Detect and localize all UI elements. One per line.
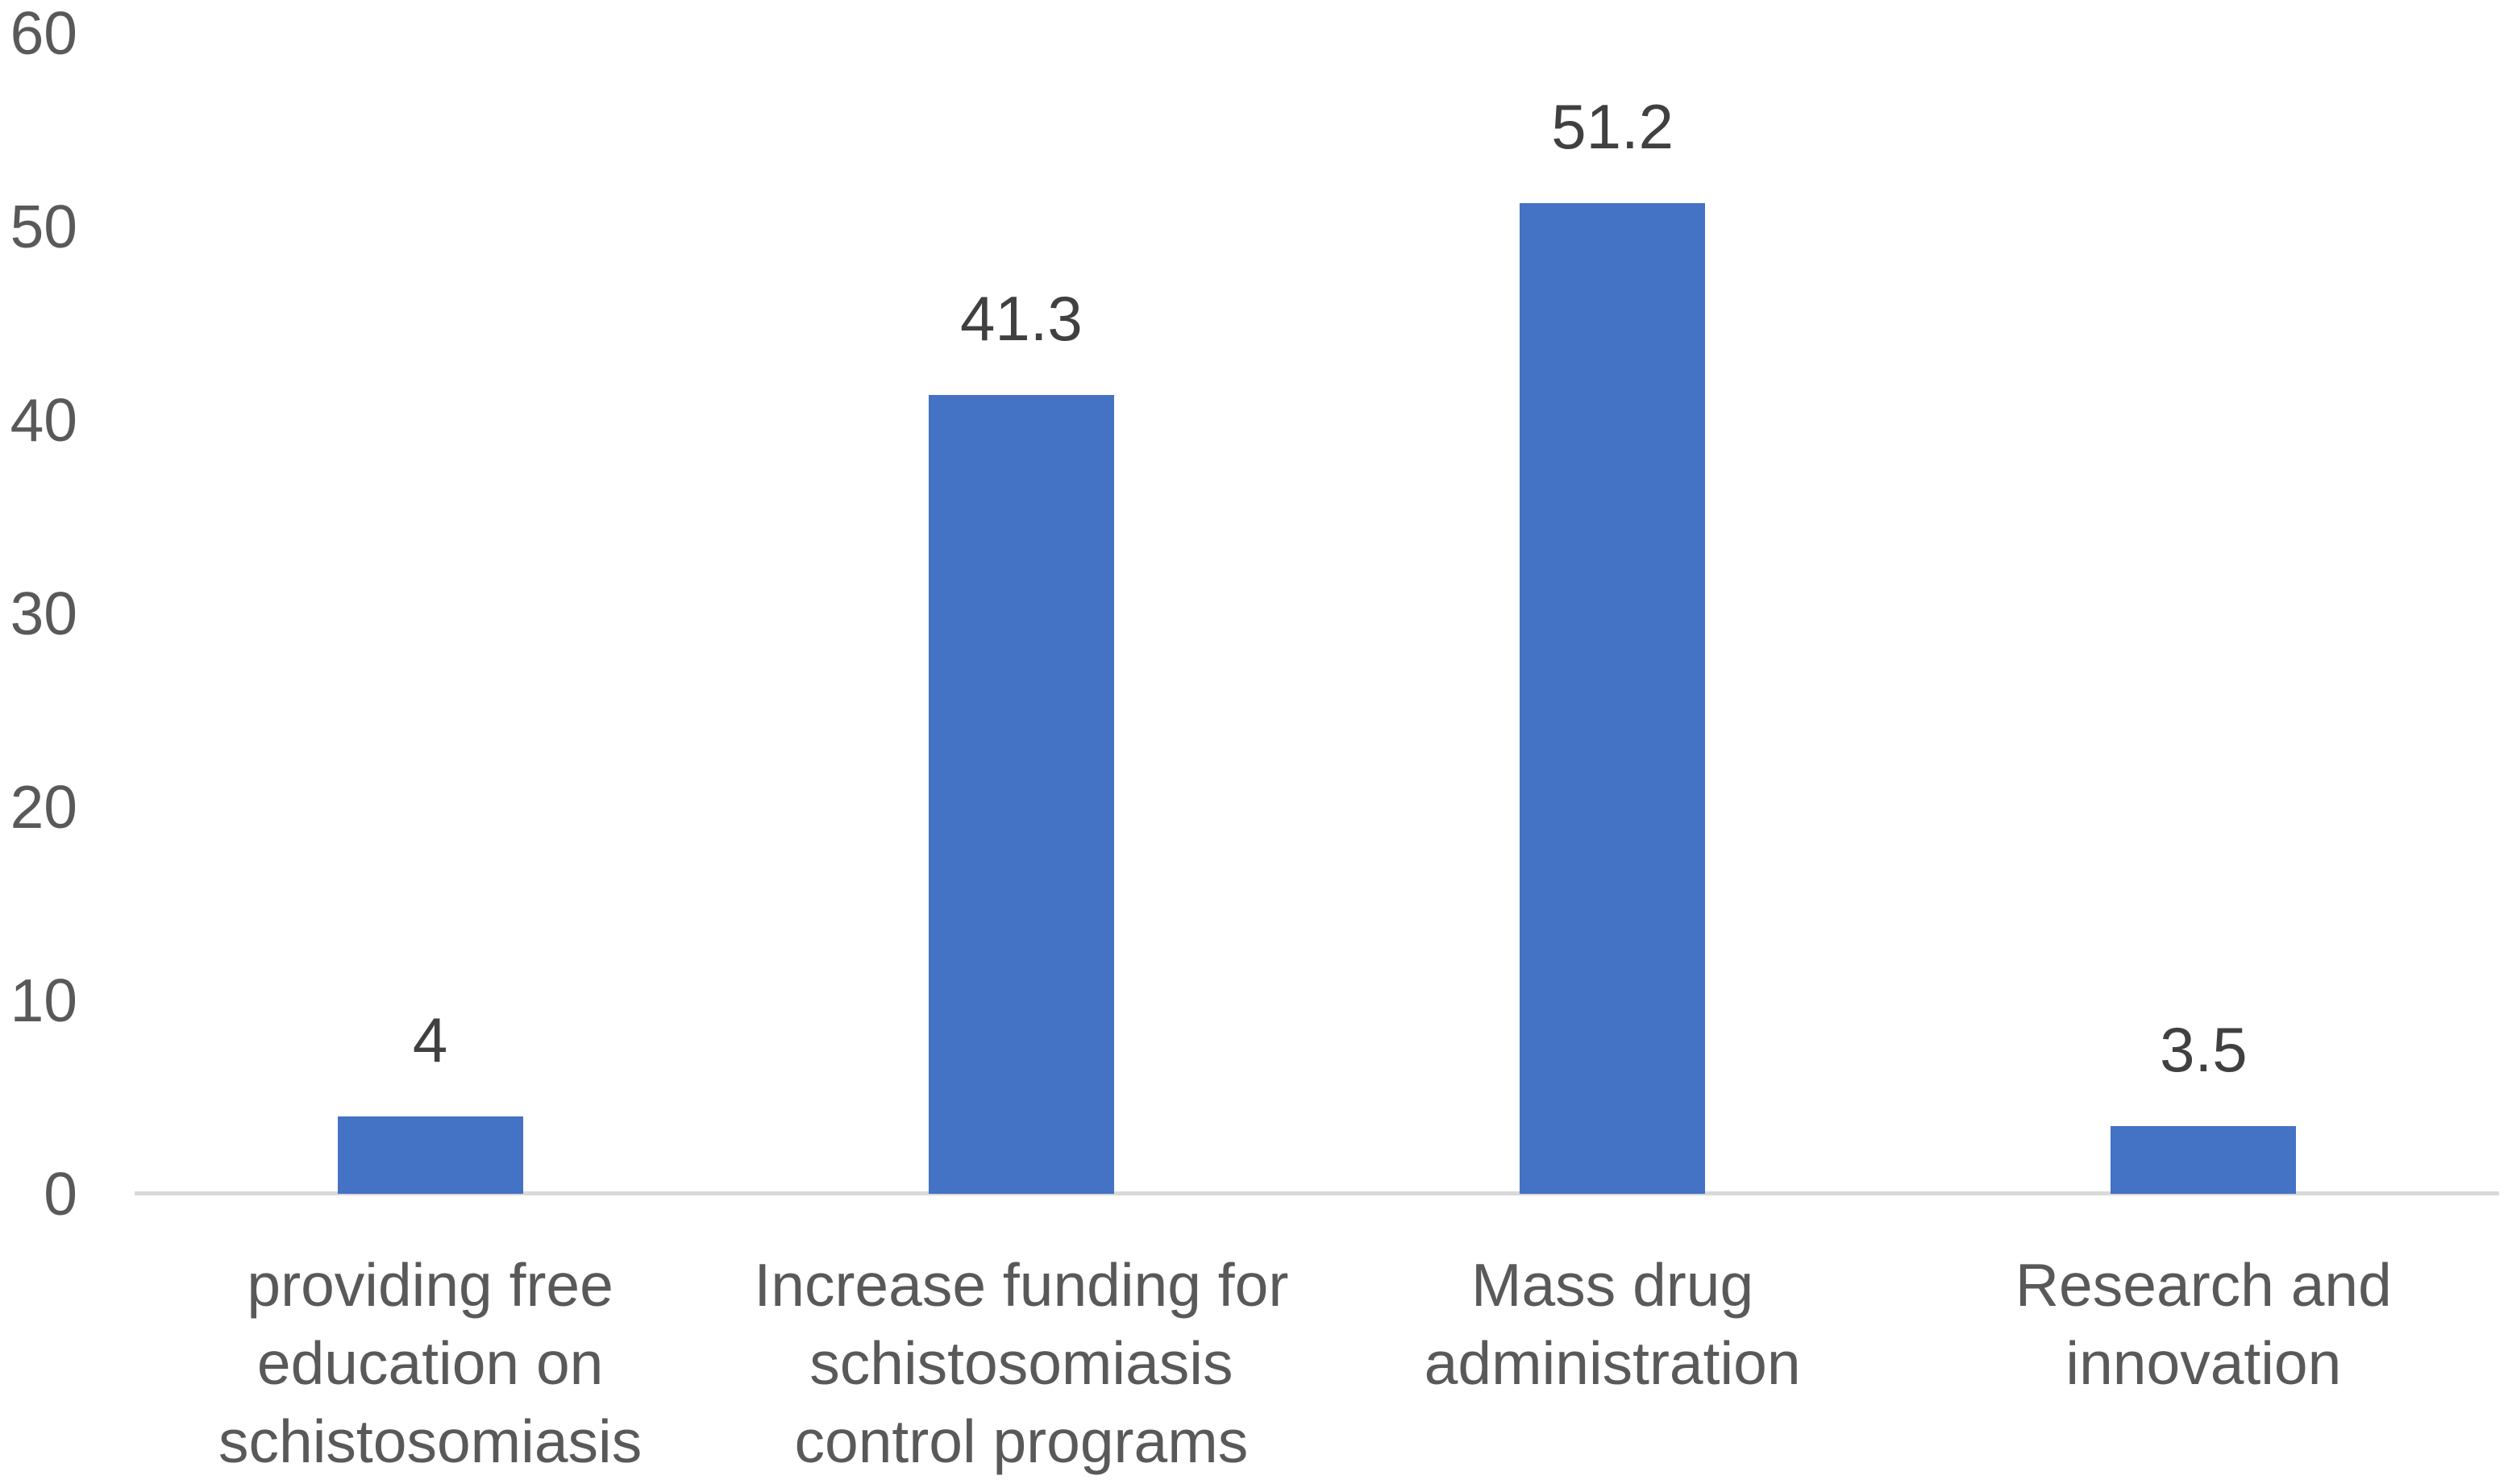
x-axis-line (135, 1191, 2499, 1195)
x-axis-category-label-line: education on (256, 1329, 604, 1397)
bar-2 (928, 394, 1114, 1194)
y-axis-tick-label: 20 (10, 773, 77, 841)
x-axis-category-label-line: schistosomiasis (218, 1407, 643, 1475)
bar-4 (2111, 1126, 2297, 1194)
bar-value-label: 51.2 (1551, 91, 1674, 163)
x-axis-category-label: providing free education on schistosomiasi… (132, 1246, 729, 1481)
bar-value-label: 4 (412, 1004, 448, 1075)
bar-3 (1520, 203, 1706, 1194)
y-axis-tick-label: 0 (44, 1160, 77, 1228)
bar-value-label: 3.5 (2160, 1014, 2248, 1085)
x-axis-category-label-line: administration (1424, 1329, 1801, 1397)
x-axis-category-label: Increase funding for schistosomiasis contr… (723, 1246, 1320, 1481)
bar-value-label: 41.3 (959, 282, 1083, 354)
y-axis-tick-label: 30 (10, 580, 77, 647)
x-axis-category-label-line: Research and (2015, 1251, 2392, 1319)
y-axis-tick-label: 60 (10, 0, 77, 67)
x-axis-category-label-line: innovation (2065, 1329, 2342, 1397)
x-axis-category-label-line: Mass drug (1471, 1251, 1754, 1319)
x-axis-category-label-line: Increase funding for (754, 1251, 1289, 1319)
x-axis-category-label-line: providing free (247, 1251, 613, 1319)
y-axis-tick-label: 10 (10, 966, 77, 1034)
x-axis-category-label-line: control programs (794, 1407, 1249, 1475)
bar-1 (337, 1116, 523, 1194)
x-axis-category-label-line: schistosomiasis (809, 1329, 1233, 1397)
y-axis-tick-label: 40 (10, 386, 77, 454)
x-axis-category-label: Mass drug administration (1314, 1246, 1911, 1403)
x-axis-category-label: Research and innovation (1905, 1246, 2502, 1403)
y-axis-tick-label: 50 (10, 193, 77, 260)
